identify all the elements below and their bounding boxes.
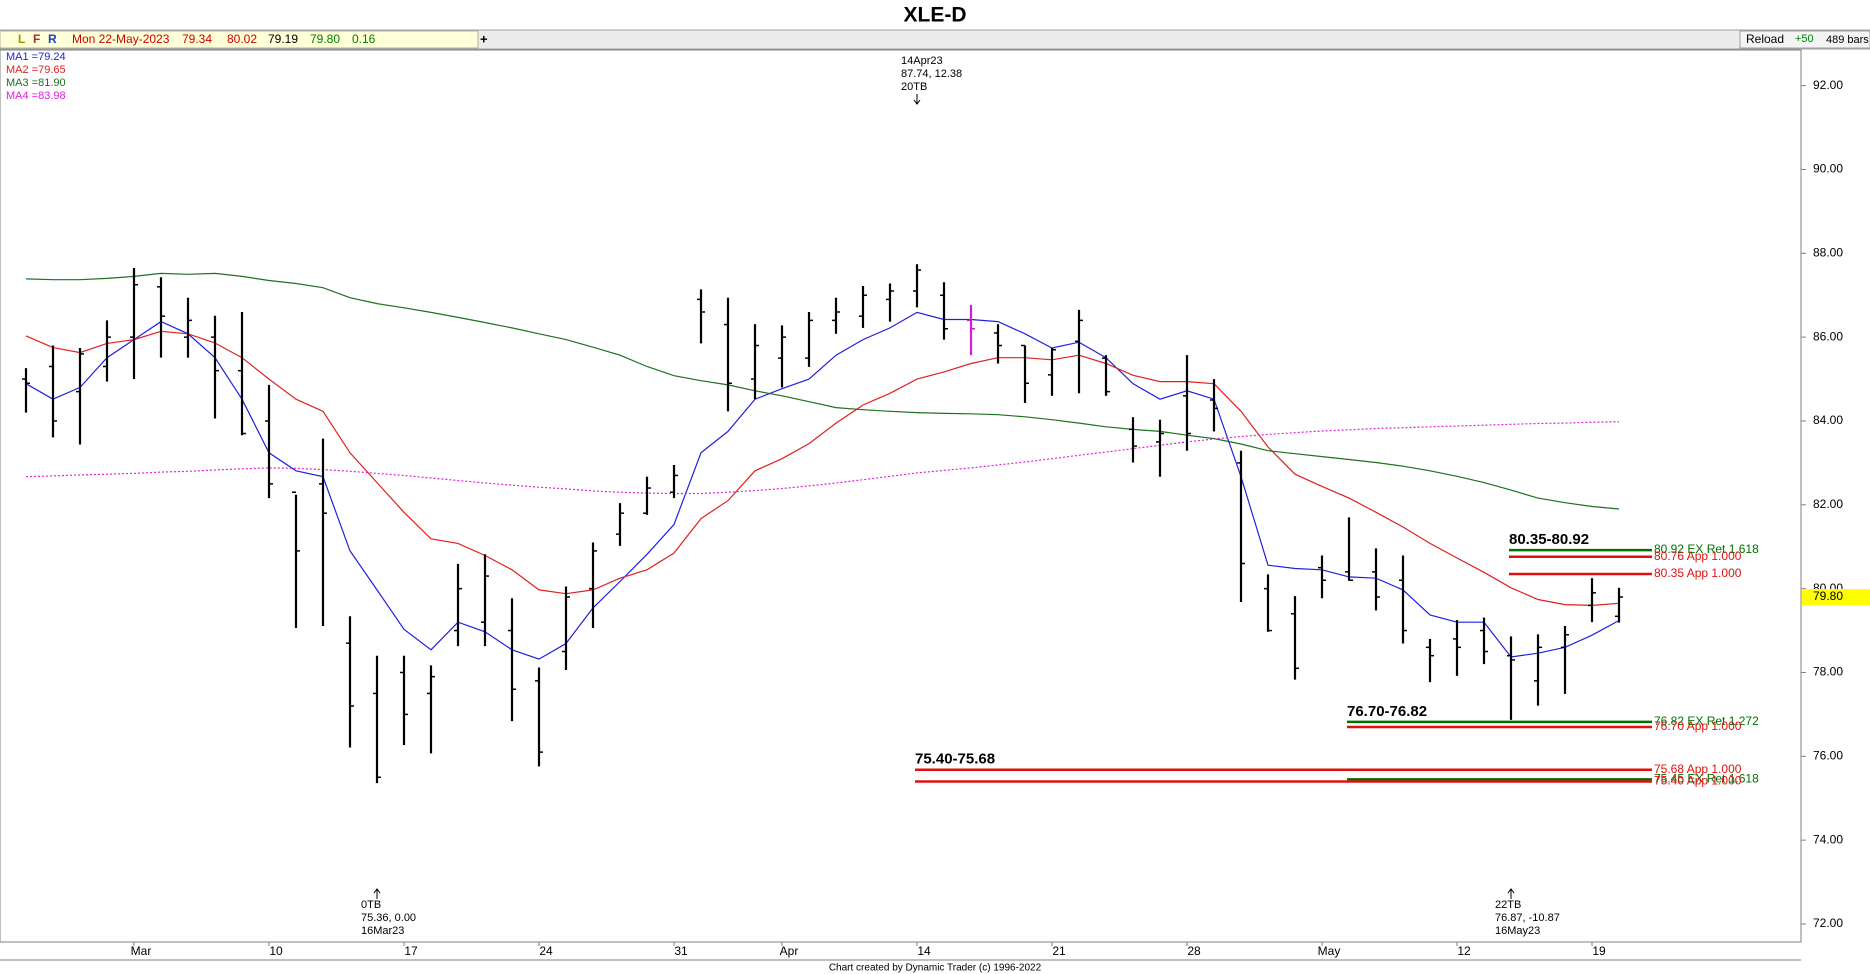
x-tick-label: 19: [1592, 944, 1606, 958]
y-tick-label: 86.00: [1813, 329, 1843, 343]
x-tick-label: May: [1318, 944, 1341, 958]
y-tick-label: 92.00: [1813, 78, 1843, 92]
legend-entry: MA3 =81.90: [6, 77, 66, 89]
x-tick-label: Mar: [131, 944, 152, 958]
x-tick-label: 10: [269, 944, 283, 958]
annotation-arrowhead: [373, 888, 381, 894]
quote-value: 79.19: [268, 32, 298, 46]
toolbar-letter: R: [48, 32, 57, 46]
x-tick-label: 17: [404, 944, 418, 958]
legend-entry: MA4 =83.98: [6, 90, 66, 102]
annotation-text: 22TB: [1495, 899, 1521, 911]
chart-title: XLE-D: [904, 4, 967, 27]
annotation-text: 16May23: [1495, 925, 1540, 937]
moving-average: [25, 421, 1620, 495]
level-label: 80.92 EX Ret 1.618: [1654, 542, 1759, 556]
last-price-tag: [1802, 589, 1870, 606]
x-tick-label: 21: [1052, 944, 1066, 958]
x-tick-label: 31: [674, 944, 688, 958]
footer: Chart created by Dynamic Trader (c) 1996…: [829, 963, 1042, 974]
moving-average: [25, 272, 1620, 510]
quote-value: 0.16: [352, 32, 376, 46]
toolbar-letter: F: [33, 32, 40, 46]
level-label: 76.70 App 1.000: [1654, 719, 1742, 733]
level-label: 75.40 App 1.000: [1654, 774, 1742, 788]
x-tick-label: 24: [539, 944, 553, 958]
bar-count: 489 bars: [1826, 34, 1869, 46]
toolbar-letter: L: [18, 32, 25, 46]
y-tick-label: 72.00: [1813, 916, 1843, 930]
moving-average: [25, 330, 1620, 607]
y-tick-label: 82.00: [1813, 497, 1843, 511]
x-tick-label: 14: [917, 944, 931, 958]
annotation-text: 16Mar23: [361, 925, 404, 937]
y-tick-label: 84.00: [1813, 413, 1843, 427]
annotation-arrowhead: [1507, 888, 1515, 894]
add-button[interactable]: +: [480, 31, 488, 46]
annotation-arrowhead: [913, 99, 921, 105]
x-tick-label: 12: [1457, 944, 1471, 958]
quote-value: 79.34: [182, 32, 212, 46]
zone-label: 80.35-80.92: [1509, 531, 1589, 548]
x-tick-label: Apr: [780, 944, 799, 958]
y-tick-label: 76.00: [1813, 748, 1843, 762]
level-label: 75.68 App 1.000: [1654, 762, 1742, 776]
level-label: 80.35 App 1.000: [1654, 566, 1742, 580]
legend-entry: MA2 =79.65: [6, 64, 66, 76]
legend-entry: MA1 =79.24: [6, 51, 66, 63]
annotation-text: 0TB: [361, 899, 381, 911]
annotation-text: 14Apr23: [901, 55, 943, 67]
y-tick-label: 90.00: [1813, 162, 1843, 176]
step-button[interactable]: +50: [1795, 33, 1814, 45]
y-tick-label: 88.00: [1813, 245, 1843, 259]
quote-date: Mon 22-May-2023: [72, 32, 170, 46]
annotation-text: 75.36, 0.00: [361, 912, 416, 924]
y-tick-label: 74.00: [1813, 832, 1843, 846]
zone-label: 75.40-75.68: [915, 751, 995, 768]
zone-label: 76.70-76.82: [1347, 703, 1427, 720]
toolbar-right: [1739, 30, 1870, 49]
plot-frame: [0, 49, 1802, 943]
annotation-text: 87.74, 12.38: [901, 68, 962, 80]
annotation-text: 76.87, -10.87: [1495, 912, 1560, 924]
x-tick-label: 28: [1187, 944, 1201, 958]
quote-value: 79.80: [310, 32, 340, 46]
annotation-text: 20TB: [901, 81, 927, 93]
quote-box: [0, 30, 479, 49]
quote-value: 80.02: [227, 32, 257, 46]
level-label: 76.82 EX Ret 1.272: [1654, 714, 1759, 728]
last-price-label: 79.80: [1813, 589, 1843, 603]
level-label: 80.76 App 1.000: [1654, 549, 1742, 563]
y-tick-label: 78.00: [1813, 665, 1843, 679]
reload-button[interactable]: Reload: [1746, 32, 1784, 46]
level-label: 75.45 EX Ret 1.618: [1654, 772, 1759, 786]
